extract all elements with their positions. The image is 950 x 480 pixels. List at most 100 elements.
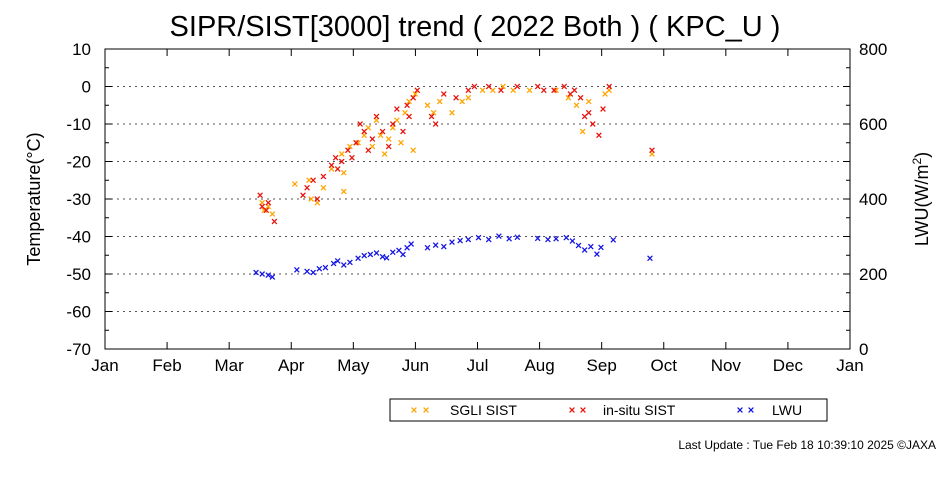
sgli-sist-point: [459, 98, 466, 105]
sgli-sist-point: [410, 147, 417, 154]
sgli-sist-point: [338, 151, 345, 157]
insitu-sist-point: [257, 192, 263, 199]
sgli-sist-point: [479, 87, 486, 94]
insitu-sist-point: [585, 109, 592, 116]
sgli-sist-point: [436, 98, 443, 105]
sgli-sist-point: [398, 139, 404, 146]
lwu-point: [396, 247, 402, 254]
sgli-sist-point: [565, 94, 572, 101]
insitu-sist-point: [353, 139, 359, 146]
insitu-sist-point: [357, 121, 363, 127]
insitu-sist-point: [551, 87, 557, 94]
insitu-sist-point: [596, 132, 602, 139]
lwu-point: [432, 242, 439, 248]
lwu-point: [506, 235, 512, 242]
sgli-sist-point: [377, 132, 384, 139]
lwu-point: [347, 259, 353, 266]
lwu-point: [440, 243, 447, 250]
insitu-sist-point: [379, 128, 386, 135]
insitu-sist-point: [414, 87, 421, 94]
insitu-sist-point: [465, 87, 472, 94]
insitu-sist-point: [328, 162, 335, 169]
y-left-tick-label: 10: [72, 40, 91, 59]
insitu-sist-point: [265, 199, 272, 206]
insitu-sist-point: [394, 106, 400, 112]
insitu-sist-point: [404, 102, 410, 109]
insitu-sist-point: [349, 154, 355, 161]
y-right-tick-label: 600: [859, 115, 887, 134]
insitu-sist-point: [485, 83, 492, 90]
y-left-tick-label: -50: [66, 265, 91, 284]
lwu-point: [389, 249, 396, 256]
insitu-sist-point: [432, 121, 439, 127]
lwu-point: [545, 236, 551, 243]
sgli-sist-point: [291, 181, 298, 187]
insitu-sist-point: [514, 83, 521, 90]
plot-frame: [104, 48, 851, 350]
y-left-tick-label: -70: [66, 340, 91, 359]
y-axis-right-label: LWU(W/m2): [910, 152, 932, 246]
insitu-sist-point: [649, 147, 655, 154]
sgli-sist-point: [449, 109, 455, 116]
y-right-tick-label: 200: [859, 265, 887, 284]
legend-label-sgli: SGLI SIST: [450, 402, 517, 418]
lwu-point: [647, 255, 653, 262]
x-tick-label: Jul: [467, 356, 489, 375]
lwu-point: [265, 272, 272, 278]
y-left-tick-label: -30: [66, 190, 91, 209]
lwu-point: [569, 238, 576, 244]
insitu-sist-point: [406, 113, 412, 120]
legend-marker-sgli: [411, 407, 417, 413]
lwu-point: [361, 252, 368, 259]
y-left-tick-label: -20: [66, 153, 91, 172]
sgli-sist-point: [340, 188, 347, 195]
lwu-point: [340, 262, 347, 268]
legend-marker-lwu: [737, 407, 743, 413]
lwu-point: [322, 264, 329, 271]
insitu-sist-point: [606, 83, 613, 90]
lwu-point: [563, 234, 570, 241]
lwu-point: [294, 267, 300, 273]
x-tick-label: Jun: [402, 356, 429, 375]
sgli-sist-point: [347, 143, 353, 150]
y-axis-right-label-main: LWU(W/m: [912, 165, 932, 247]
insitu-sist-point: [600, 106, 606, 112]
lwu-point: [534, 235, 541, 242]
insitu-sist-point: [314, 196, 321, 202]
legend-marker-insitu: [580, 407, 586, 413]
lwu-point: [383, 255, 390, 261]
sgli-sist-point: [430, 109, 437, 116]
insitu-sist-point: [310, 177, 317, 184]
legend-markers: [411, 407, 754, 413]
x-tick-label: Aug: [524, 356, 554, 375]
insitu-sist-point: [534, 83, 541, 90]
insitu-sist-point: [561, 83, 568, 90]
insitu-sist-point: [361, 128, 368, 135]
sgli-sist-point: [573, 102, 580, 109]
axis-ticks: 100-10-20-30-40-50-60-708006004002000Jan…: [66, 40, 887, 375]
insitu-sist-point: [471, 83, 478, 90]
sgli-sist-point: [424, 102, 431, 109]
lwu-point: [310, 269, 317, 276]
legend: SGLI SIST in-situ SIST LWU: [389, 398, 828, 422]
sgli-sist-point: [320, 184, 327, 191]
insitu-sist-point: [263, 207, 270, 214]
insitu-sist-point: [453, 94, 459, 101]
y-axis-left-label: Temperature(°C): [24, 132, 44, 265]
lwu-point: [334, 258, 341, 264]
lwu-point: [581, 247, 588, 253]
insitu-sist-point: [373, 113, 380, 120]
lwu-point: [449, 239, 455, 245]
lwu-point: [355, 255, 361, 262]
insitu-sist-point: [540, 87, 547, 94]
x-tick-label: Feb: [152, 356, 181, 375]
sgli-sist-point: [381, 151, 388, 157]
insitu-sist-point: [334, 166, 341, 172]
insitu-sist-point: [338, 158, 345, 165]
sgli-sist-point: [269, 211, 276, 217]
last-update-footer: Last Update : Tue Feb 18 10:39:10 2025 ©…: [678, 438, 936, 452]
lwu-point: [259, 271, 266, 277]
sgli-sist-point: [526, 87, 533, 94]
lwu-point: [496, 233, 502, 239]
y-left-tick-label: -60: [66, 303, 91, 322]
